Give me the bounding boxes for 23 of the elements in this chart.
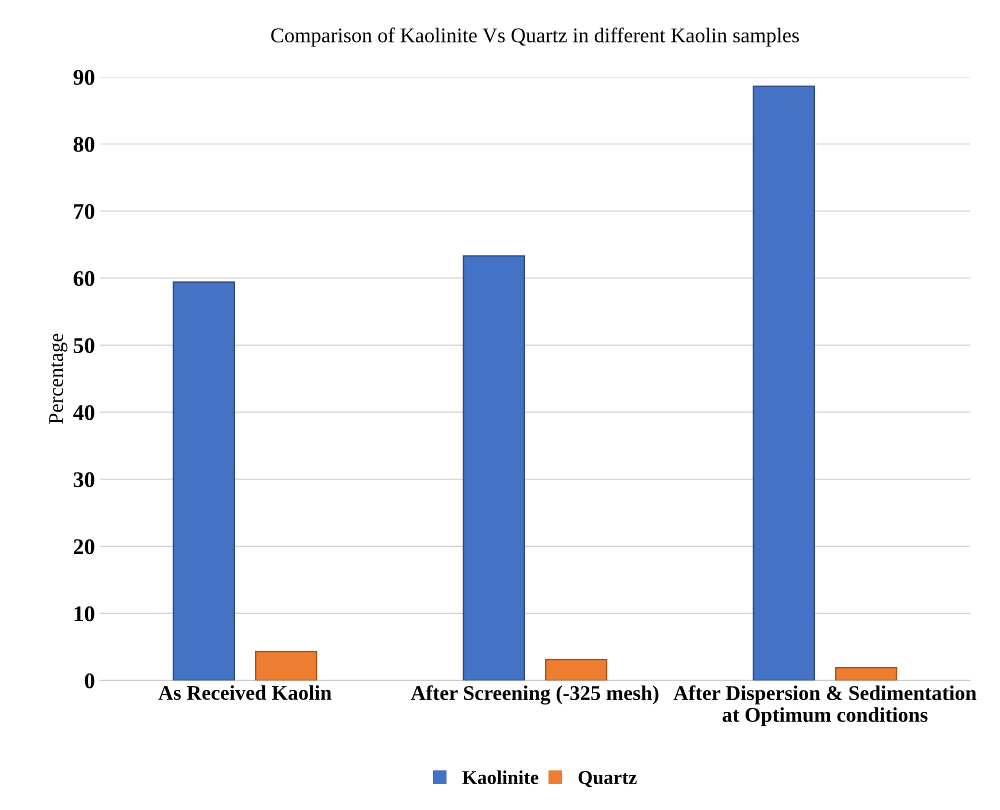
- bar: [172, 281, 236, 680]
- y-tick-label: 60: [74, 271, 94, 286]
- y-tick-label: 80: [74, 136, 94, 152]
- y-tick-label: 70: [74, 204, 94, 219]
- y-tick-label: 40: [73, 405, 94, 420]
- legend-label: Quartz: [578, 771, 637, 788]
- y-tick-label: 10: [74, 606, 94, 622]
- y-tick-label: 20: [74, 539, 94, 554]
- bar: [834, 666, 898, 680]
- y-tick-label: 30: [74, 472, 94, 488]
- chart-title: Comparison of Kaolinite Vs Quartz in different Kaolin samples: [271, 28, 799, 47]
- x-tick-label: After Screening (-325 mesh): [410, 685, 658, 705]
- x-tick-label: After Dispersion & Sedimentation at Optimum conditions: [673, 685, 976, 726]
- bar: [462, 255, 526, 680]
- y-axis-title: Percentage: [49, 334, 68, 424]
- bar: [254, 650, 318, 680]
- x-tick-label: As Received Kaolin: [158, 685, 332, 700]
- legend-label: Kaolinite: [462, 770, 538, 784]
- y-tick-label: 0: [84, 673, 94, 688]
- bar: [752, 86, 816, 680]
- y-tick-label: 50: [74, 338, 94, 354]
- bar: [544, 658, 608, 680]
- y-tick-label: 90: [74, 70, 94, 85]
